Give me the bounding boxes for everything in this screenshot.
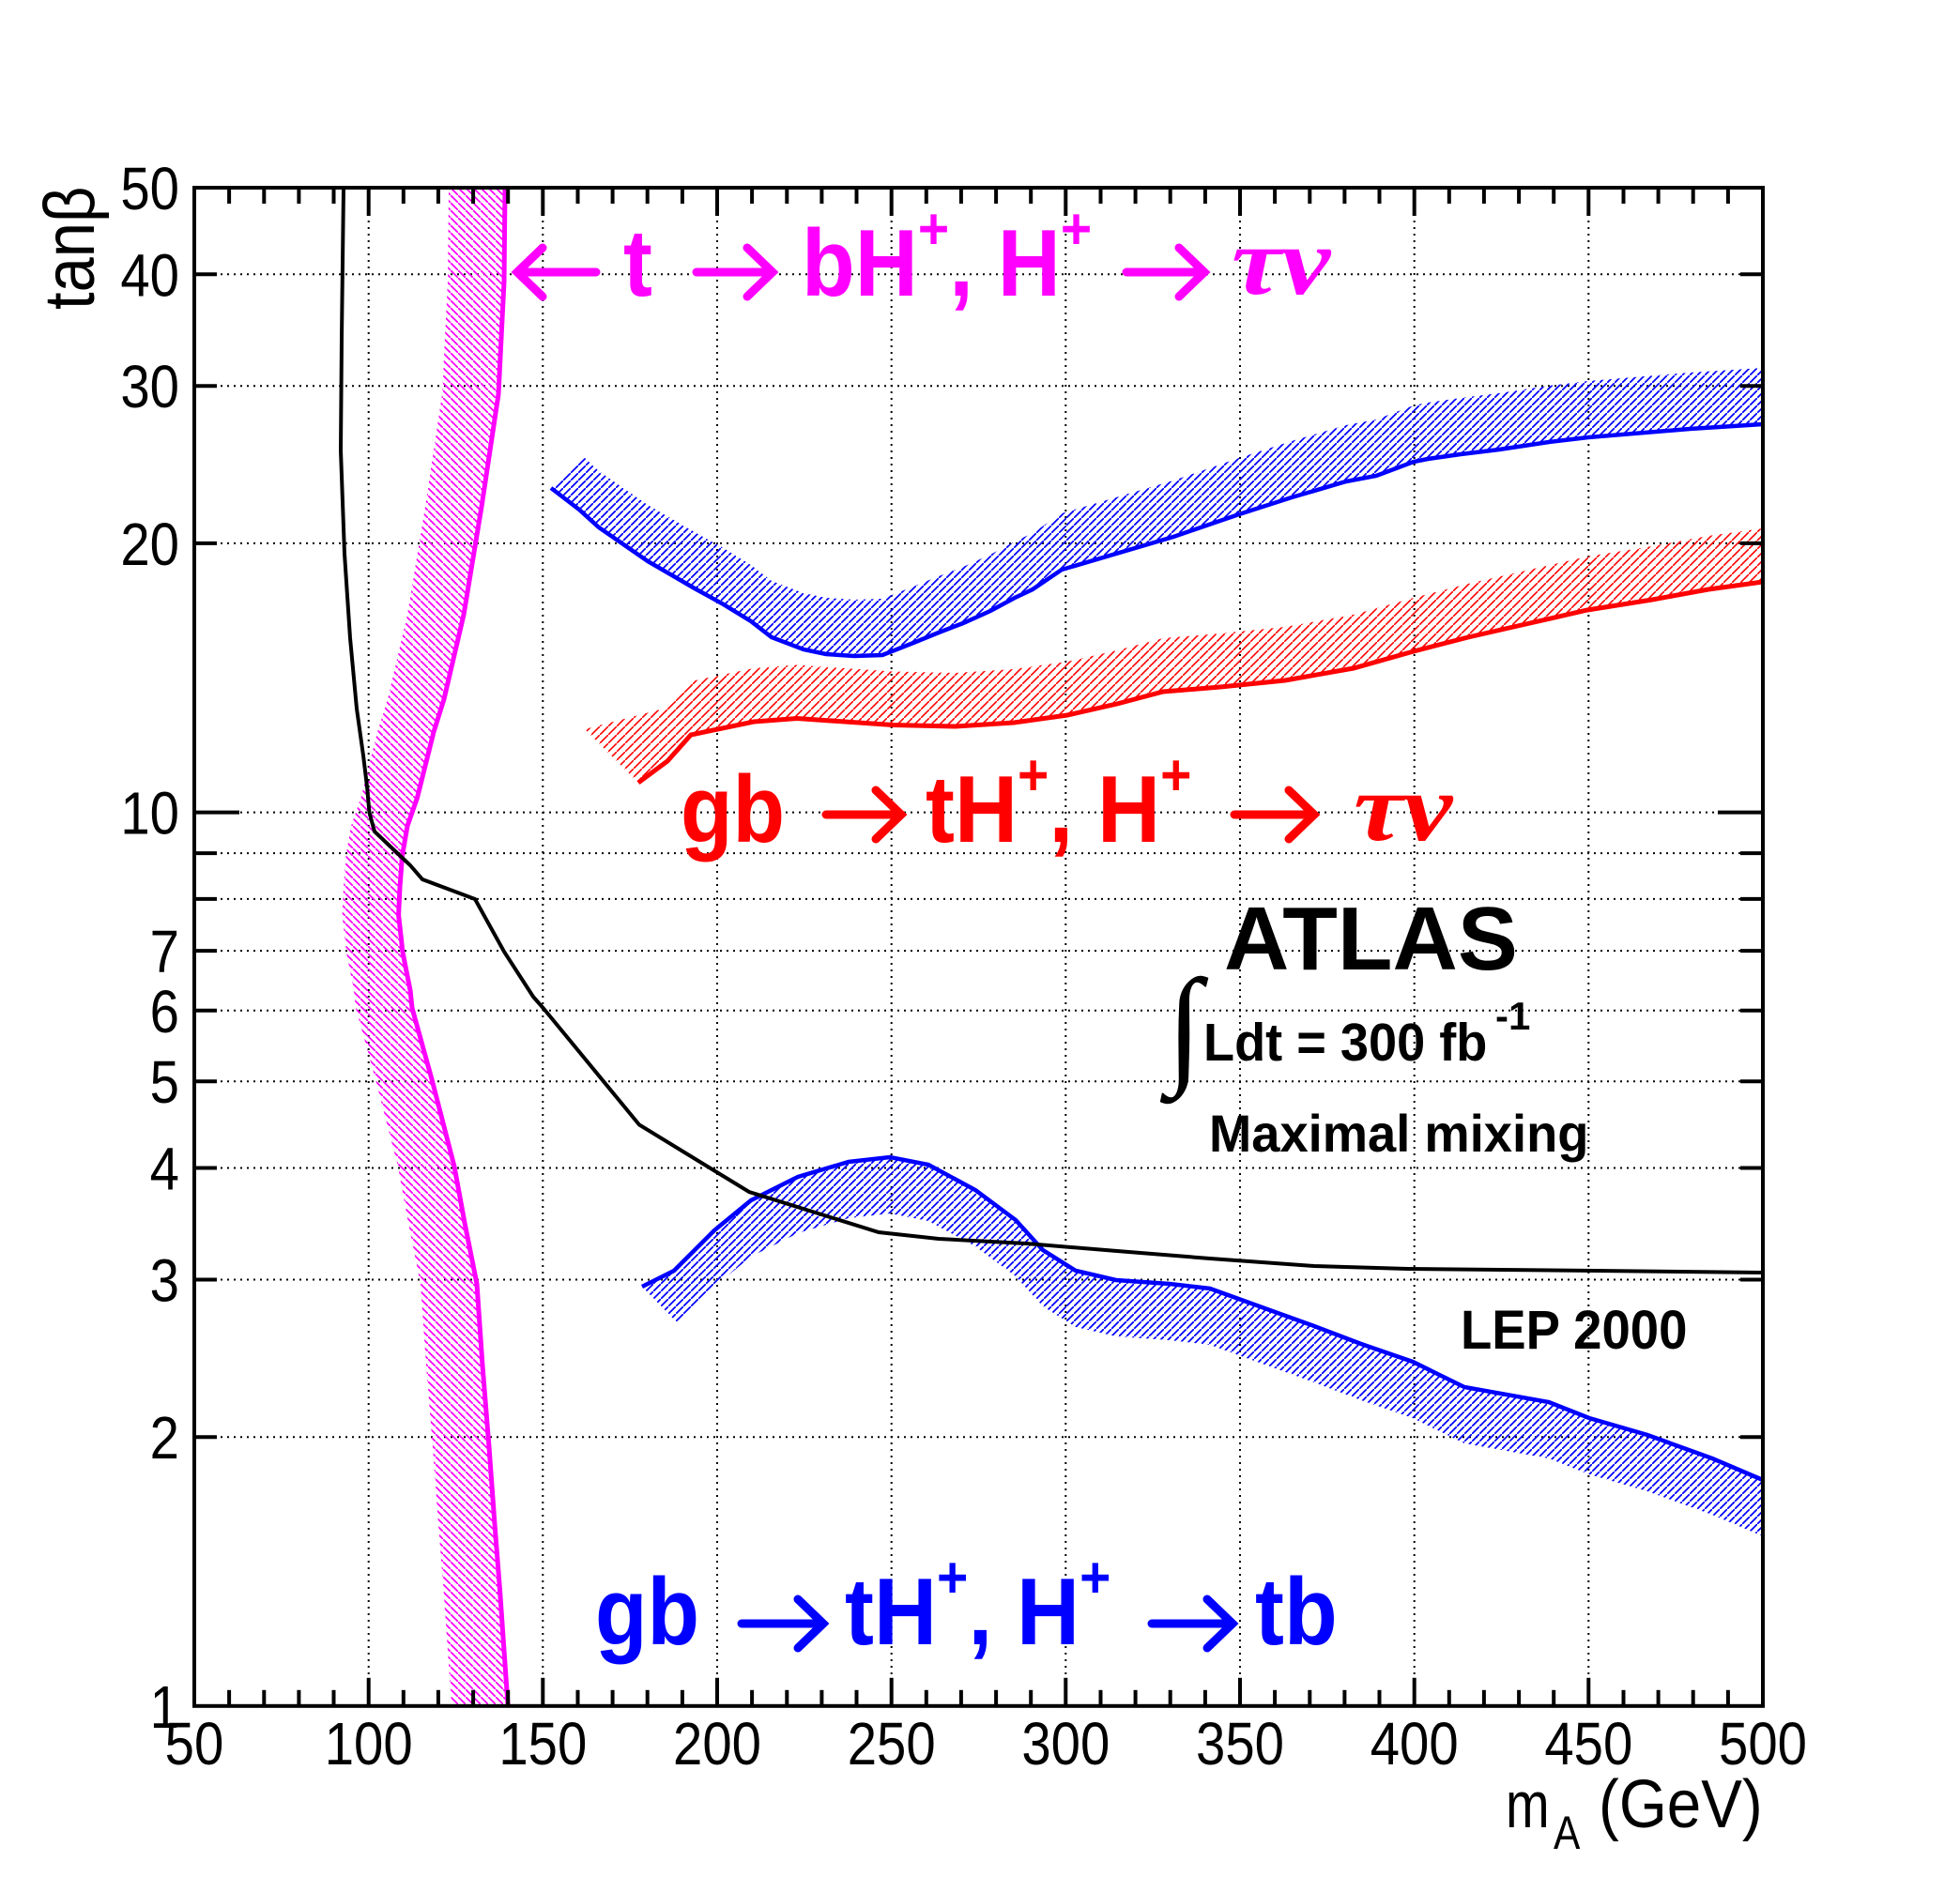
svg-text:20: 20	[120, 511, 179, 578]
svg-text:gb: gb	[595, 1560, 699, 1665]
svg-text:10: 10	[120, 779, 179, 847]
svg-text:5: 5	[150, 1048, 179, 1116]
svg-text:6: 6	[150, 977, 179, 1045]
svg-text:τν: τν	[1354, 755, 1454, 862]
svg-text:200: 200	[673, 1710, 761, 1778]
svg-text:50: 50	[165, 1710, 224, 1778]
svg-text:7: 7	[150, 918, 179, 985]
svg-text:50: 50	[120, 155, 179, 222]
svg-text:300: 300	[1021, 1710, 1110, 1778]
svg-text:τν: τν	[1232, 208, 1332, 315]
svg-text:400: 400	[1370, 1710, 1459, 1778]
svg-text:tb: tb	[1255, 1558, 1338, 1664]
svg-text:A: A	[1554, 1807, 1580, 1859]
svg-text:tH+, H+: tH+, H+	[845, 1545, 1110, 1665]
svg-text:LEP 2000: LEP 2000	[1461, 1299, 1687, 1360]
svg-text:Ldt = 300 fb: Ldt = 300 fb	[1203, 1013, 1487, 1073]
svg-text:30: 30	[120, 353, 179, 420]
svg-text:1: 1	[150, 1672, 179, 1740]
svg-text:450: 450	[1544, 1710, 1632, 1778]
svg-text:tanβ: tanβ	[30, 187, 110, 310]
svg-text:tH+, H+: tH+, H+	[926, 742, 1191, 862]
svg-text:2: 2	[150, 1404, 179, 1472]
svg-text:40: 40	[120, 241, 179, 309]
svg-text:500: 500	[1719, 1710, 1807, 1778]
svg-text:100: 100	[325, 1710, 413, 1778]
svg-text:t: t	[623, 209, 652, 315]
svg-text:∫: ∫	[1159, 953, 1208, 1105]
svg-text:350: 350	[1196, 1710, 1284, 1778]
svg-text:gb: gb	[681, 757, 785, 862]
svg-text:(GeV): (GeV)	[1599, 1766, 1763, 1842]
svg-text:ATLAS: ATLAS	[1224, 889, 1518, 989]
svg-text:250: 250	[848, 1710, 936, 1778]
svg-text:4: 4	[150, 1135, 179, 1202]
svg-text:m: m	[1506, 1769, 1550, 1841]
svg-text:Maximal mixing: Maximal mixing	[1209, 1104, 1588, 1163]
svg-text:150: 150	[498, 1710, 587, 1778]
svg-text:3: 3	[150, 1246, 179, 1314]
svg-text:-1: -1	[1495, 994, 1530, 1038]
